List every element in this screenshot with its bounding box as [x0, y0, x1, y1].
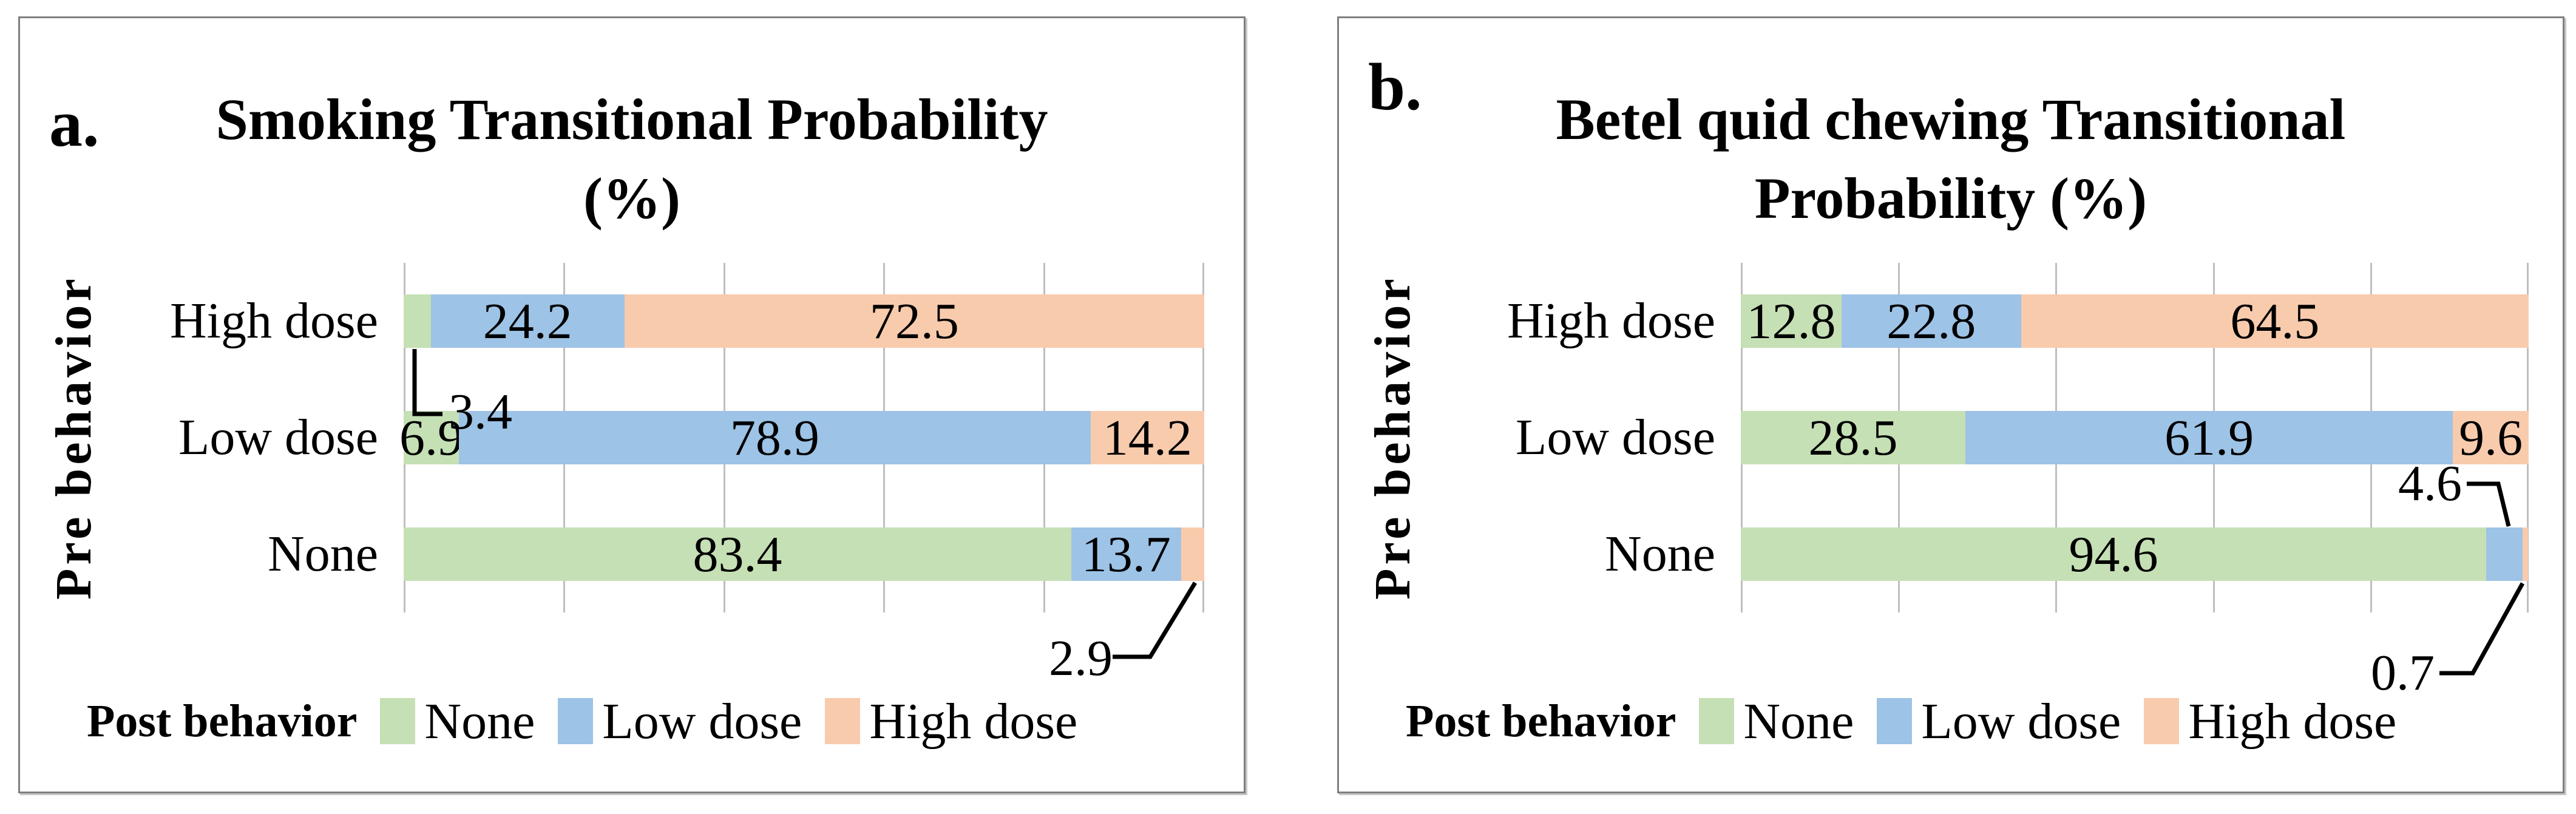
callout-label-2-9: 2.9 [1049, 630, 1113, 687]
segment-value-label: 14.2 [1102, 409, 1192, 466]
chart-a-title-line1: Smoking Transitional Probability [215, 87, 1048, 152]
chart-a-category-low-dose: Low dose [178, 409, 378, 466]
legend-label-low-dose: Low dose [1921, 693, 2121, 750]
legend-swatch-none-icon [1699, 698, 1735, 744]
legend-label-none: None [1743, 693, 1854, 750]
bar-row-high-dose: 12.8 22.8 64.5 [1741, 263, 2529, 379]
bar-segment-none: 6.9 [399, 410, 463, 466]
bar-segment-low-dose: 22.8 [1841, 293, 2021, 350]
panel-label-a: a. [49, 86, 100, 160]
callout-label-4-6: 4.6 [2398, 455, 2462, 512]
segment-value-label: 9.6 [2459, 409, 2523, 466]
segment-value-label: 64.5 [2230, 293, 2320, 350]
chart-b-title-line2: Probability (%) [1754, 166, 2147, 231]
chart-b-category-none: None [1605, 526, 1715, 582]
legend-label-high-dose: High dose [2188, 693, 2397, 750]
chart-a-title-line2: (%) [583, 166, 680, 231]
legend-swatch-none-icon [380, 698, 416, 744]
legend-item-none: None [1699, 692, 1854, 751]
legend-swatch-low-dose-icon [1877, 698, 1913, 744]
chart-b-title-line1: Betel quid chewing Transitional [1556, 87, 2346, 152]
legend-item-none: None [380, 692, 535, 751]
stacked-bar: 12.8 22.8 64.5 [1741, 293, 2529, 350]
stacked-bar: 83.4 13.7 [404, 526, 1204, 583]
bar-row-none: 83.4 13.7 [404, 496, 1204, 612]
chart-b-title: Betel quid chewing Transitional Probabil… [1339, 80, 2563, 238]
segment-value-label: 72.5 [869, 293, 959, 350]
chart-a-plot-area: 24.2 72.5 6.9 78.9 14.2 83.4 13.7 [399, 263, 1204, 612]
bar-segment-high-dose [1181, 527, 1204, 581]
bar-segment-none: 28.5 [1741, 409, 1965, 466]
chart-b-category-high-dose: High dose [1507, 293, 1715, 349]
segment-value-label: 22.8 [1886, 293, 1976, 350]
legend-title: Post behavior [1406, 695, 1676, 747]
legend-swatch-low-dose-icon [558, 698, 594, 744]
bar-segment-none: 94.6 [1741, 526, 2486, 583]
bar-segment-high-dose [2522, 527, 2528, 581]
panel-b-betel-quid-chart: b. Betel quid chewing Transitional Proba… [1337, 16, 2564, 793]
segment-value-label: 24.2 [483, 293, 572, 350]
segment-value-label: 83.4 [693, 526, 782, 583]
stacked-bar: 24.2 72.5 [404, 293, 1204, 350]
chart-b-legend: Post behavior None Low dose High dose [1406, 691, 2396, 751]
bar-segment-low-dose: 13.7 [1071, 526, 1181, 583]
chart-a-legend: Post behavior None Low dose High dose [87, 691, 1077, 751]
segment-value-label: 6.9 [399, 409, 463, 466]
stacked-bar: 6.9 78.9 14.2 [399, 409, 1204, 466]
bar-segment-low-dose: 24.2 [430, 293, 625, 350]
legend-swatch-high-dose-icon [2144, 698, 2180, 744]
segment-value-label: 61.9 [2164, 409, 2254, 466]
bar-row-high-dose: 24.2 72.5 [404, 263, 1204, 379]
legend-item-low-dose: Low dose [558, 692, 802, 751]
segment-value-label: 13.7 [1081, 526, 1171, 583]
legend-item-high-dose: High dose [825, 692, 1077, 751]
bar-row-low-dose: 6.9 78.9 14.2 [399, 379, 1204, 496]
bar-row-low-dose: 28.5 61.9 9.6 [1741, 379, 2529, 496]
stacked-bar: 28.5 61.9 9.6 [1741, 409, 2529, 466]
legend-label-none: None [424, 693, 535, 750]
panel-a-smoking-chart: a. Smoking Transitional Probability (%) … [18, 16, 1246, 793]
legend-title: Post behavior [87, 695, 358, 747]
bar-segment-high-dose: 64.5 [2021, 293, 2529, 350]
bar-segment-none: 83.4 [404, 526, 1072, 583]
chart-b-category-low-dose: Low dose [1516, 409, 1715, 466]
bar-segment-high-dose: 14.2 [1090, 409, 1204, 466]
legend-item-low-dose: Low dose [1877, 692, 2121, 751]
segment-value-label: 28.5 [1808, 409, 1898, 466]
chart-a-category-high-dose: High dose [170, 293, 378, 349]
panel-label-b: b. [1368, 50, 1422, 124]
bar-segment-low-dose [2486, 527, 2523, 581]
legend-item-high-dose: High dose [2144, 692, 2396, 751]
callout-label-0-7: 0.7 [2371, 645, 2435, 701]
bar-segment-none [404, 294, 431, 348]
bar-segment-low-dose: 78.9 [459, 409, 1091, 466]
segment-value-label: 12.8 [1746, 293, 1836, 350]
bar-segment-none: 12.8 [1741, 293, 1842, 350]
bar-segment-high-dose: 9.6 [2453, 409, 2529, 466]
bar-segment-high-dose: 72.5 [624, 293, 1204, 350]
legend-label-high-dose: High dose [869, 693, 1078, 750]
chart-b-plot-area: 12.8 22.8 64.5 28.5 61.9 9.6 94.6 [1741, 263, 2529, 612]
segment-value-label: 78.9 [730, 409, 819, 466]
stacked-bar: 94.6 [1741, 526, 2529, 583]
chart-a-title: Smoking Transitional Probability (%) [20, 80, 1244, 238]
chart-a-category-none: None [268, 526, 378, 582]
bar-row-none: 94.6 [1741, 496, 2529, 612]
legend-label-low-dose: Low dose [602, 693, 802, 750]
callout-label-3-4: 3.4 [449, 384, 512, 440]
segment-value-label: 94.6 [2069, 526, 2158, 583]
bar-segment-low-dose: 61.9 [1965, 409, 2453, 466]
legend-swatch-high-dose-icon [825, 698, 861, 744]
